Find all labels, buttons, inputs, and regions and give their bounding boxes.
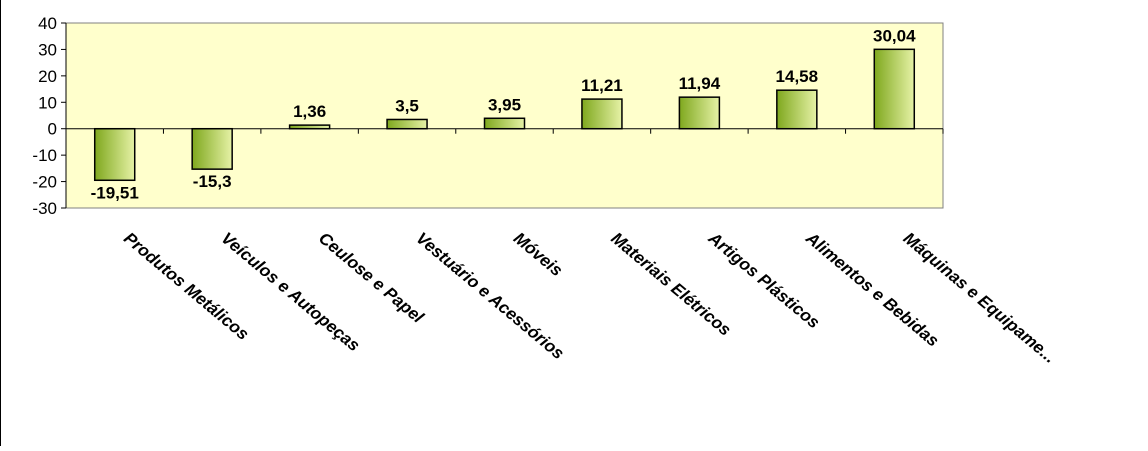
bar-0 — [93, 127, 136, 182]
data-label-8: 30,04 — [873, 26, 916, 45]
y-tick-label: -30 — [32, 199, 57, 218]
bars — [93, 48, 916, 182]
y-tick-label: 0 — [48, 120, 57, 139]
category-label-8: Máquinas e Equipame... — [900, 229, 1060, 367]
data-label-1: -15,3 — [193, 172, 232, 191]
y-tick-label: 10 — [38, 93, 57, 112]
bar-8 — [873, 48, 916, 130]
data-labels: -19,51 -15,3 1,36 3,5 3,95 11,21 11,94 14,58 30,… — [91, 26, 916, 202]
data-label-4: 3,95 — [488, 95, 521, 114]
x-axis — [65, 128, 944, 134]
bar-3 — [386, 118, 428, 130]
data-label-0: -19,51 — [91, 183, 139, 202]
y-tick-label: -10 — [32, 146, 57, 165]
category-label-4: Móveis — [510, 229, 566, 281]
data-label-6: 11,94 — [679, 74, 721, 93]
data-label-5: 11,21 — [581, 76, 623, 95]
y-tick-label: 20 — [38, 67, 57, 86]
y-tick-label: -20 — [32, 173, 57, 192]
bar-1 — [191, 127, 233, 170]
y-axis: 40 30 20 10 0 -10 -20 -30 — [32, 14, 67, 218]
bar-5 — [581, 98, 623, 130]
bar-4 — [483, 117, 526, 130]
data-label-7: 14,58 — [776, 67, 819, 86]
bar-2 — [288, 124, 331, 130]
bar-7 — [776, 89, 818, 130]
y-tick-label: 40 — [38, 14, 57, 33]
category-label-2: Ceulose e Papel — [315, 229, 428, 328]
bar-6 — [678, 96, 721, 130]
y-tick-label: 30 — [38, 40, 57, 59]
data-label-2: 1,36 — [293, 102, 326, 121]
data-label-3: 3,5 — [395, 96, 419, 115]
